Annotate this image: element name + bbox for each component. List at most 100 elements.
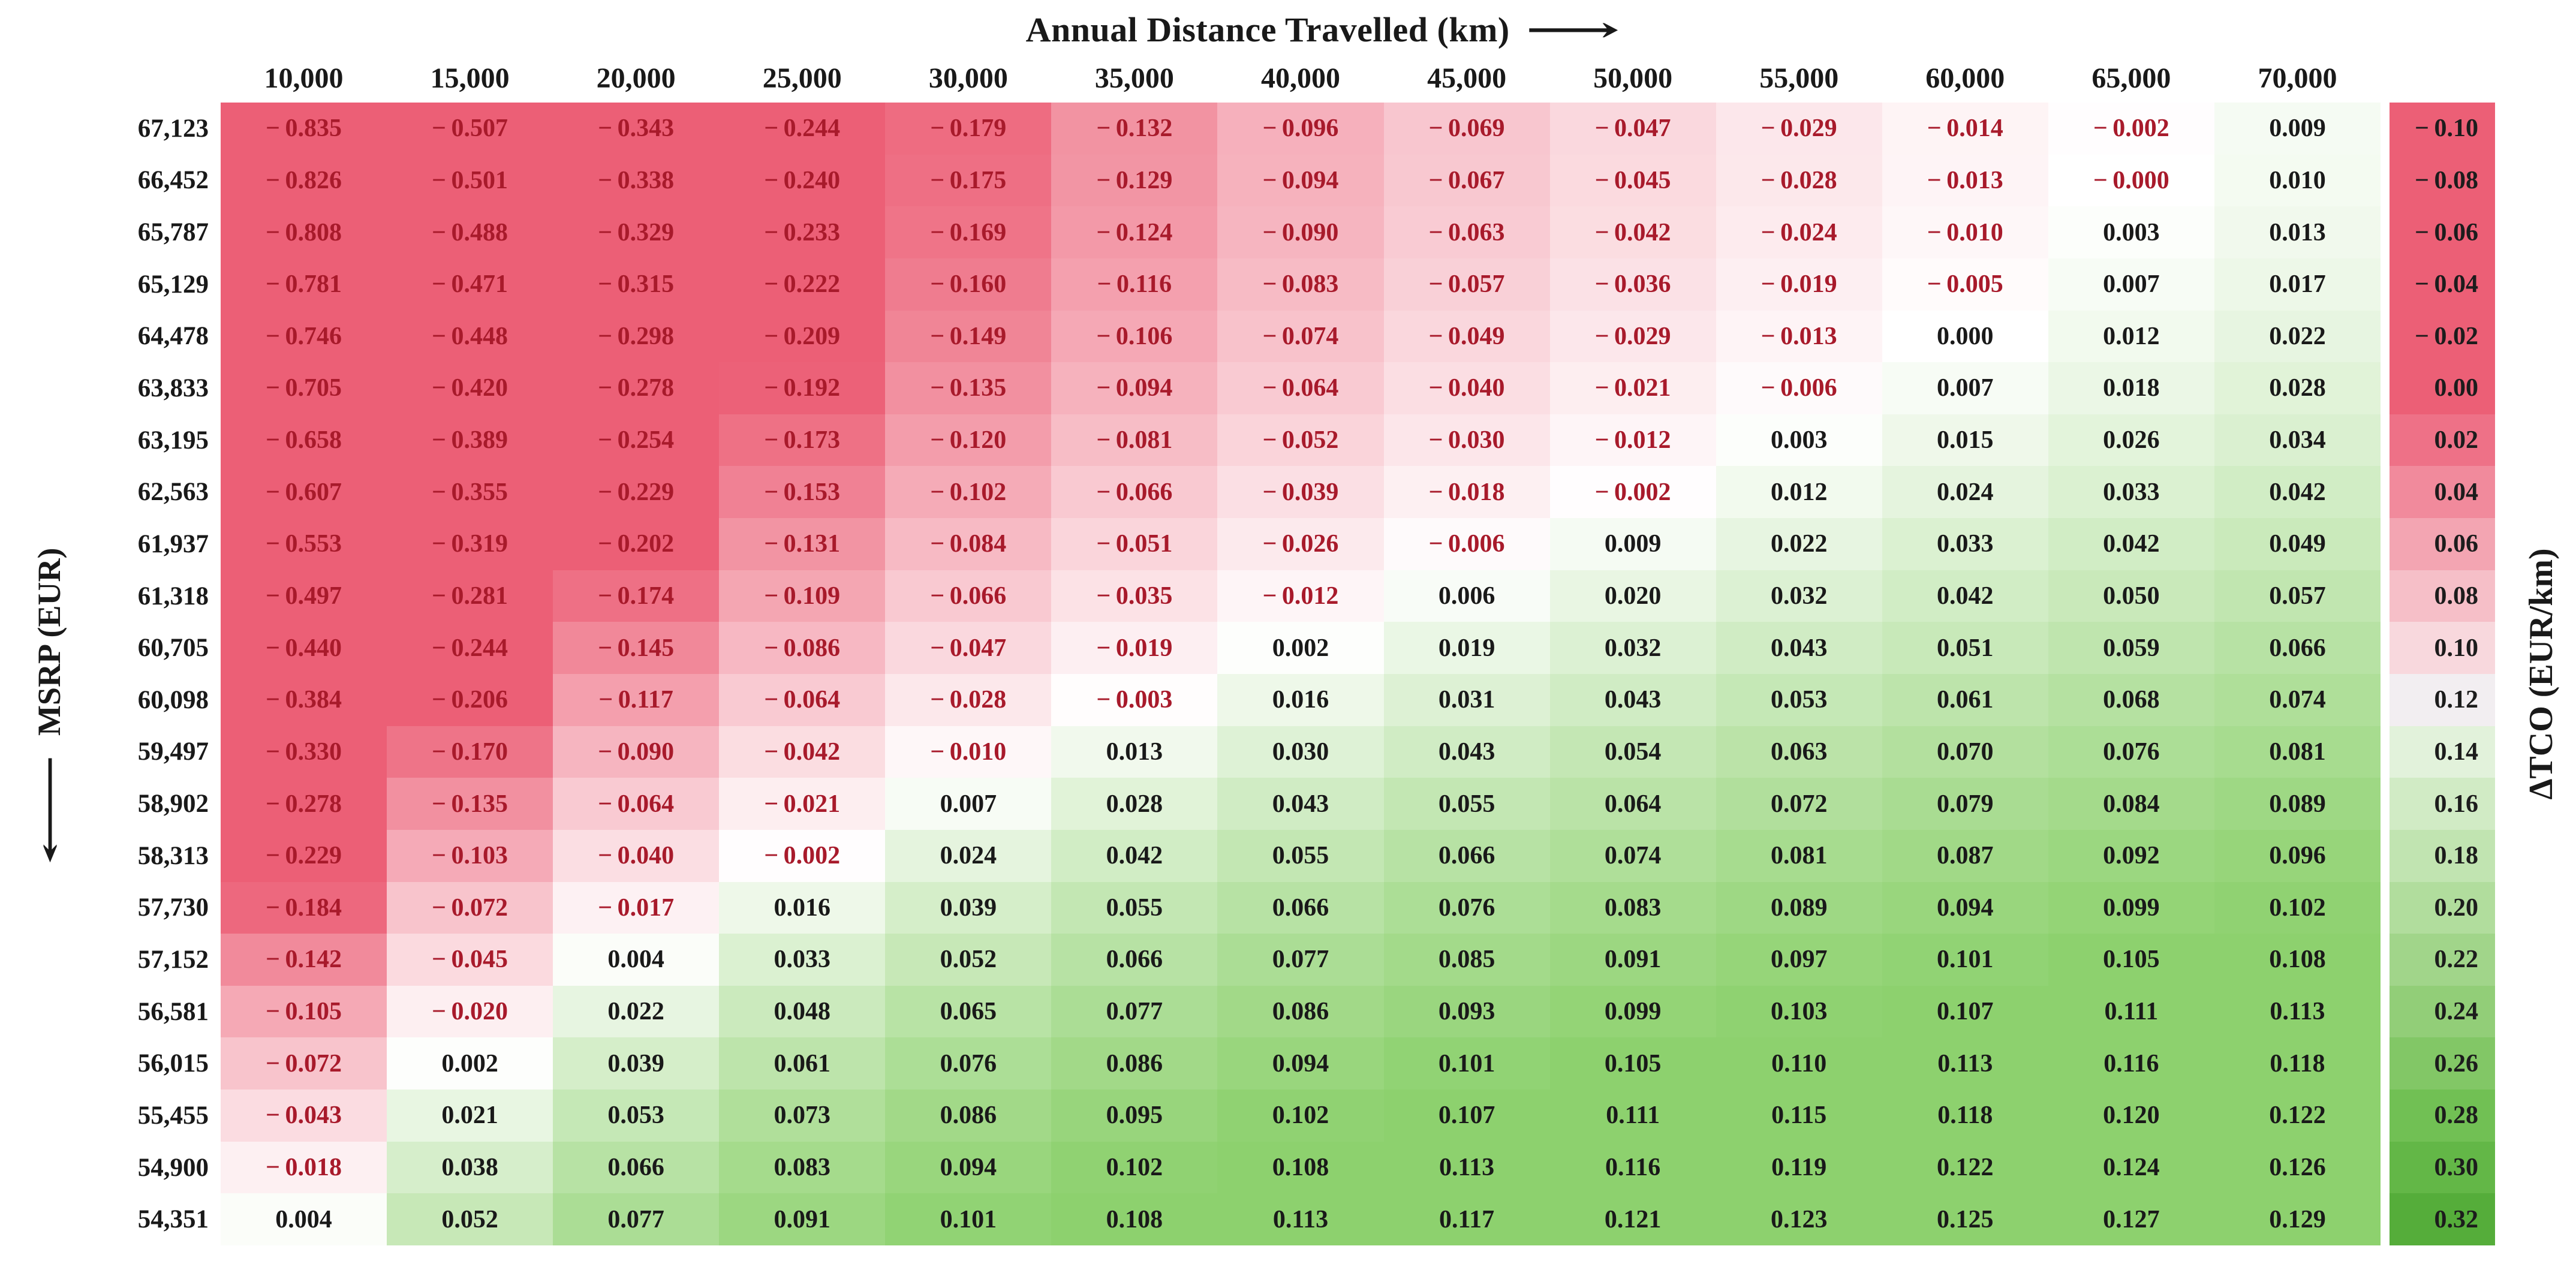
heatmap-cell: − 0.244	[719, 103, 886, 155]
heatmap-cell: − 0.105	[221, 985, 387, 1038]
heatmap-cell: 0.054	[1549, 726, 1716, 778]
heatmap-cell: 0.006	[1383, 570, 1550, 622]
heatmap-cell: 0.016	[1217, 673, 1384, 726]
heatmap-cell: − 0.330	[221, 726, 387, 778]
heatmap-cell: − 0.090	[553, 726, 720, 778]
heatmap-cell: 0.053	[553, 1090, 720, 1142]
heatmap-cell: − 0.096	[1217, 103, 1384, 155]
column-header: 15,000	[430, 62, 510, 94]
heatmap-cell: 0.102	[1051, 1141, 1218, 1194]
heatmap-cell: 0.127	[2048, 1193, 2214, 1245]
heatmap-cell: 0.053	[1716, 673, 1882, 726]
heatmap-cell: 0.113	[2214, 985, 2381, 1038]
heatmap-cell: 0.081	[2214, 726, 2381, 778]
heatmap-cell: 0.076	[885, 1037, 1052, 1090]
colorbar-cell: − 0.02	[2390, 310, 2495, 363]
heatmap-cell: 0.061	[719, 1037, 886, 1090]
heatmap-cell: 0.087	[1882, 829, 2048, 882]
heatmap-cell: 0.083	[1549, 881, 1716, 934]
heatmap-cell: − 0.021	[1549, 362, 1716, 414]
heatmap-cell: − 0.384	[221, 673, 387, 726]
heatmap-cell: − 0.017	[553, 881, 720, 934]
colorbar-cell: 0.14	[2390, 726, 2495, 778]
heatmap-cell: 0.043	[1217, 778, 1384, 830]
heatmap-cell: 0.077	[553, 1193, 720, 1245]
heatmap-cell: − 0.355	[387, 466, 553, 519]
right-arrow-icon: ⟶	[1525, 10, 1621, 49]
heatmap-cell: − 0.826	[221, 154, 387, 207]
heatmap-cell: − 0.808	[221, 206, 387, 258]
column-header: 50,000	[1593, 62, 1673, 94]
heatmap-cell: 0.077	[1051, 985, 1218, 1038]
heatmap-cell: 0.003	[1716, 414, 1882, 467]
heatmap-cell: − 0.240	[719, 154, 886, 207]
heatmap-cell: − 0.117	[553, 673, 720, 726]
column-header: 20,000	[596, 62, 676, 94]
heatmap-cell: 0.123	[1716, 1193, 1882, 1245]
heatmap-cell: − 0.042	[1549, 206, 1716, 258]
heatmap-cell: 0.119	[1716, 1141, 1882, 1194]
row-label: 64,478	[137, 322, 209, 351]
heatmap-cell: 0.055	[1383, 778, 1550, 830]
colorbar-cell: 0.18	[2390, 829, 2495, 882]
heatmap-cell: 0.052	[387, 1193, 553, 1245]
heatmap-cell: 0.113	[1383, 1141, 1550, 1194]
heatmap-cell: − 0.064	[719, 673, 886, 726]
heatmap-cell: 0.003	[2048, 206, 2214, 258]
heatmap-cell: − 0.471	[387, 258, 553, 311]
row-label: 58,902	[137, 790, 209, 818]
heatmap-cell: 0.111	[2048, 985, 2214, 1038]
heatmap-cell: − 0.066	[885, 570, 1052, 622]
heatmap-cell: − 0.024	[1716, 206, 1882, 258]
heatmap-cell: 0.016	[719, 881, 886, 934]
heatmap-cell: 0.033	[719, 934, 886, 986]
heatmap-cell: 0.084	[2048, 778, 2214, 830]
heatmap-cell: 0.066	[2214, 622, 2381, 674]
heatmap-cell: − 0.658	[221, 414, 387, 467]
heatmap-cell: − 0.420	[387, 362, 553, 414]
heatmap-cell: 0.129	[2214, 1193, 2381, 1245]
heatmap-cell: − 0.319	[387, 518, 553, 570]
heatmap-cell: − 0.035	[1051, 570, 1218, 622]
heatmap-cell: − 0.002	[719, 829, 886, 882]
heatmap-cell: 0.126	[2214, 1141, 2381, 1194]
heatmap-cell: 0.013	[2214, 206, 2381, 258]
column-header: 45,000	[1427, 62, 1507, 94]
heatmap-cell: 0.107	[1882, 985, 2048, 1038]
heatmap-cell: 0.000	[1882, 310, 2048, 363]
colorbar-cell: 0.22	[2390, 934, 2495, 986]
heatmap-cell: 0.051	[1882, 622, 2048, 674]
heatmap-cell: 0.124	[2048, 1141, 2214, 1194]
heatmap-cell: 0.089	[1716, 881, 1882, 934]
heatmap-cell: − 0.064	[1217, 362, 1384, 414]
heatmap-cell: 0.050	[2048, 570, 2214, 622]
heatmap-cell: 0.122	[2214, 1090, 2381, 1142]
heatmap-cell: 0.020	[1549, 570, 1716, 622]
heatmap-cell: − 0.281	[387, 570, 553, 622]
heatmap-cell: − 0.029	[1716, 103, 1882, 155]
heatmap-cell: − 0.081	[1051, 414, 1218, 467]
heatmap-cell: − 0.057	[1383, 258, 1550, 311]
heatmap-cell: 0.103	[1716, 985, 1882, 1038]
heatmap-cell: − 0.028	[885, 673, 1052, 726]
heatmap-cell: − 0.607	[221, 466, 387, 519]
heatmap-cell: − 0.116	[1051, 258, 1218, 311]
heatmap-cell: − 0.142	[221, 934, 387, 986]
heatmap-cell: 0.022	[1716, 518, 1882, 570]
heatmap-cell: 0.042	[2214, 466, 2381, 519]
chart-title-text: Annual Distance Travelled (km)	[1025, 10, 1510, 49]
row-label: 54,900	[137, 1153, 209, 1182]
colorbar-cell: − 0.08	[2390, 154, 2495, 207]
heatmap-cell: − 0.045	[1549, 154, 1716, 207]
heatmap-cell: − 0.018	[1383, 466, 1550, 519]
heatmap-cell: 0.012	[1716, 466, 1882, 519]
heatmap-cell: 0.118	[1882, 1090, 2048, 1142]
heatmap-cell: 0.102	[1217, 1090, 1384, 1142]
heatmap-cell: 0.018	[2048, 362, 2214, 414]
heatmap-cell: 0.091	[1549, 934, 1716, 986]
heatmap-cell: − 0.030	[1383, 414, 1550, 467]
heatmap-cell: 0.066	[1383, 829, 1550, 882]
row-label: 63,833	[137, 374, 209, 402]
heatmap-cell: − 0.066	[1051, 466, 1218, 519]
heatmap-cell: 0.065	[885, 985, 1052, 1038]
